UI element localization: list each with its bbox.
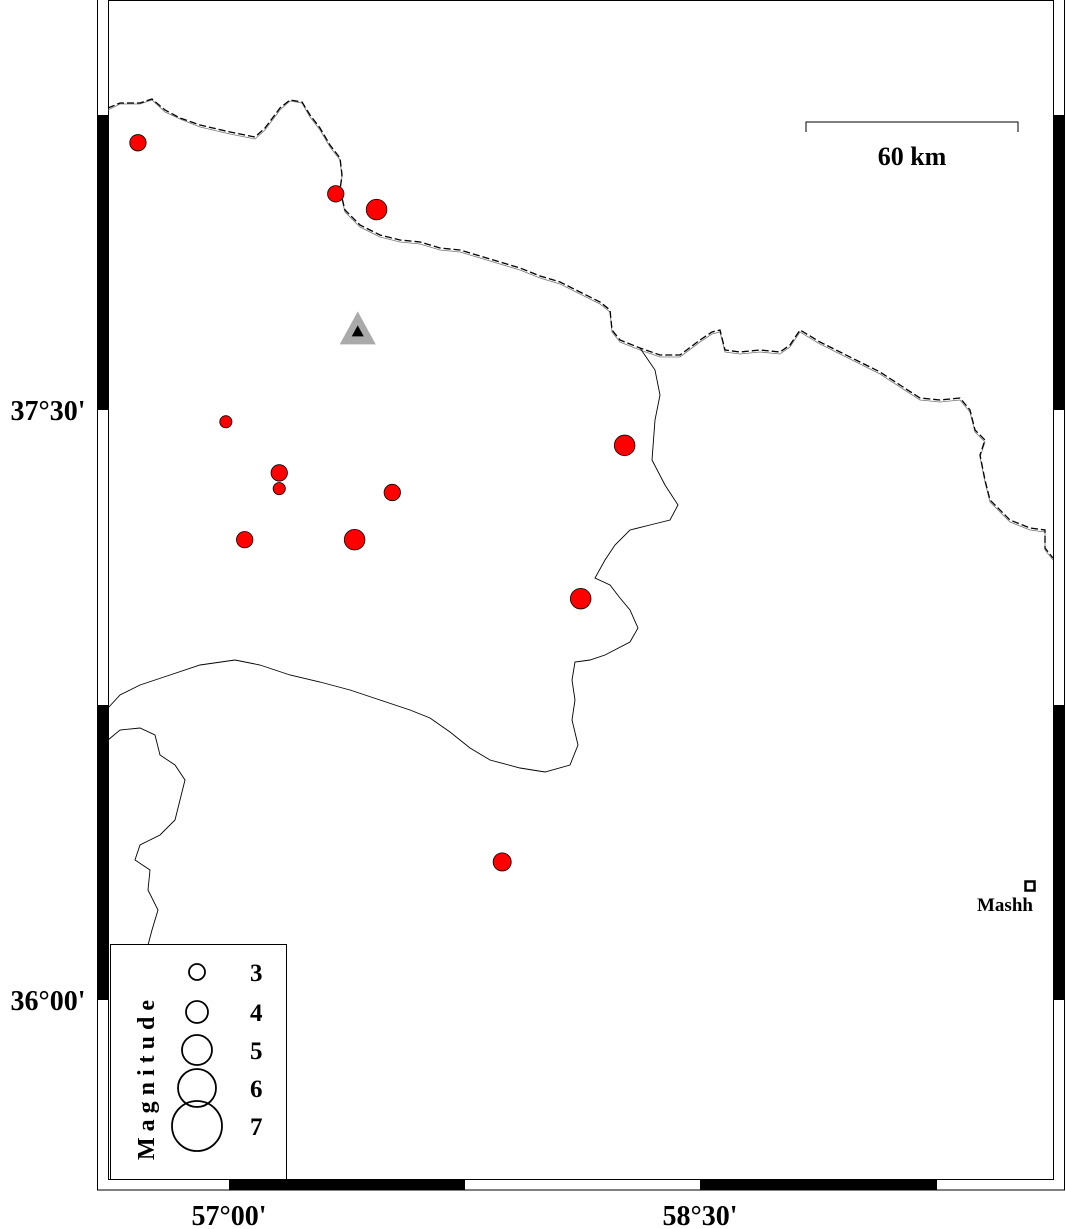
legend-title: Magnitude: [134, 994, 160, 1160]
legend-label: 4: [250, 1000, 263, 1027]
earthquake-event: [383, 483, 401, 502]
legend-circle-mag-7: [171, 1100, 223, 1152]
magnitude-legend: Magnitude 3 4 5 6 7: [110, 944, 287, 1180]
earthquake-events: [129, 134, 636, 872]
station-triangle-icon: [339, 311, 376, 345]
station-inner-triangle: [351, 325, 364, 337]
legend-label: 3: [250, 960, 263, 987]
lon-label-58-30: 58°30': [663, 1201, 738, 1229]
scale-bar-label: 60 km: [878, 142, 947, 171]
lat-label-36-00: 36°00': [11, 986, 86, 1017]
earthquake-event: [365, 198, 388, 221]
lat-label-37-30: 37°30': [11, 396, 86, 427]
scale-bar: 60 km: [805, 121, 1019, 171]
provincial-boundary: [107, 347, 679, 773]
legend-circle-mag-5: [181, 1034, 213, 1066]
earthquake-event: [272, 482, 286, 496]
legend-label: 7: [250, 1114, 263, 1141]
earthquake-event: [613, 434, 636, 457]
legend-circle-mag-4: [185, 1000, 209, 1024]
earthquake-event: [219, 415, 233, 429]
city-label: Mashh: [977, 895, 1033, 916]
lon-label-57-00: 57°00': [192, 1201, 267, 1229]
earthquake-event: [129, 134, 147, 152]
legend-label: 6: [250, 1076, 263, 1103]
earthquake-event: [236, 531, 254, 549]
earthquake-event: [327, 185, 345, 203]
legend-circle-mag-3: [188, 963, 206, 981]
legend-label: 5: [250, 1038, 263, 1065]
legend-circle-mag-6: [177, 1068, 217, 1108]
earthquake-event: [270, 464, 288, 482]
national-border: [107, 98, 1054, 559]
earthquake-event: [492, 852, 512, 872]
city-marker: Mashh: [977, 880, 1036, 916]
earthquake-event: [343, 528, 366, 551]
earthquake-event: [569, 587, 592, 610]
provincial-boundary: [107, 727, 186, 946]
city-square-icon: [1024, 880, 1036, 892]
